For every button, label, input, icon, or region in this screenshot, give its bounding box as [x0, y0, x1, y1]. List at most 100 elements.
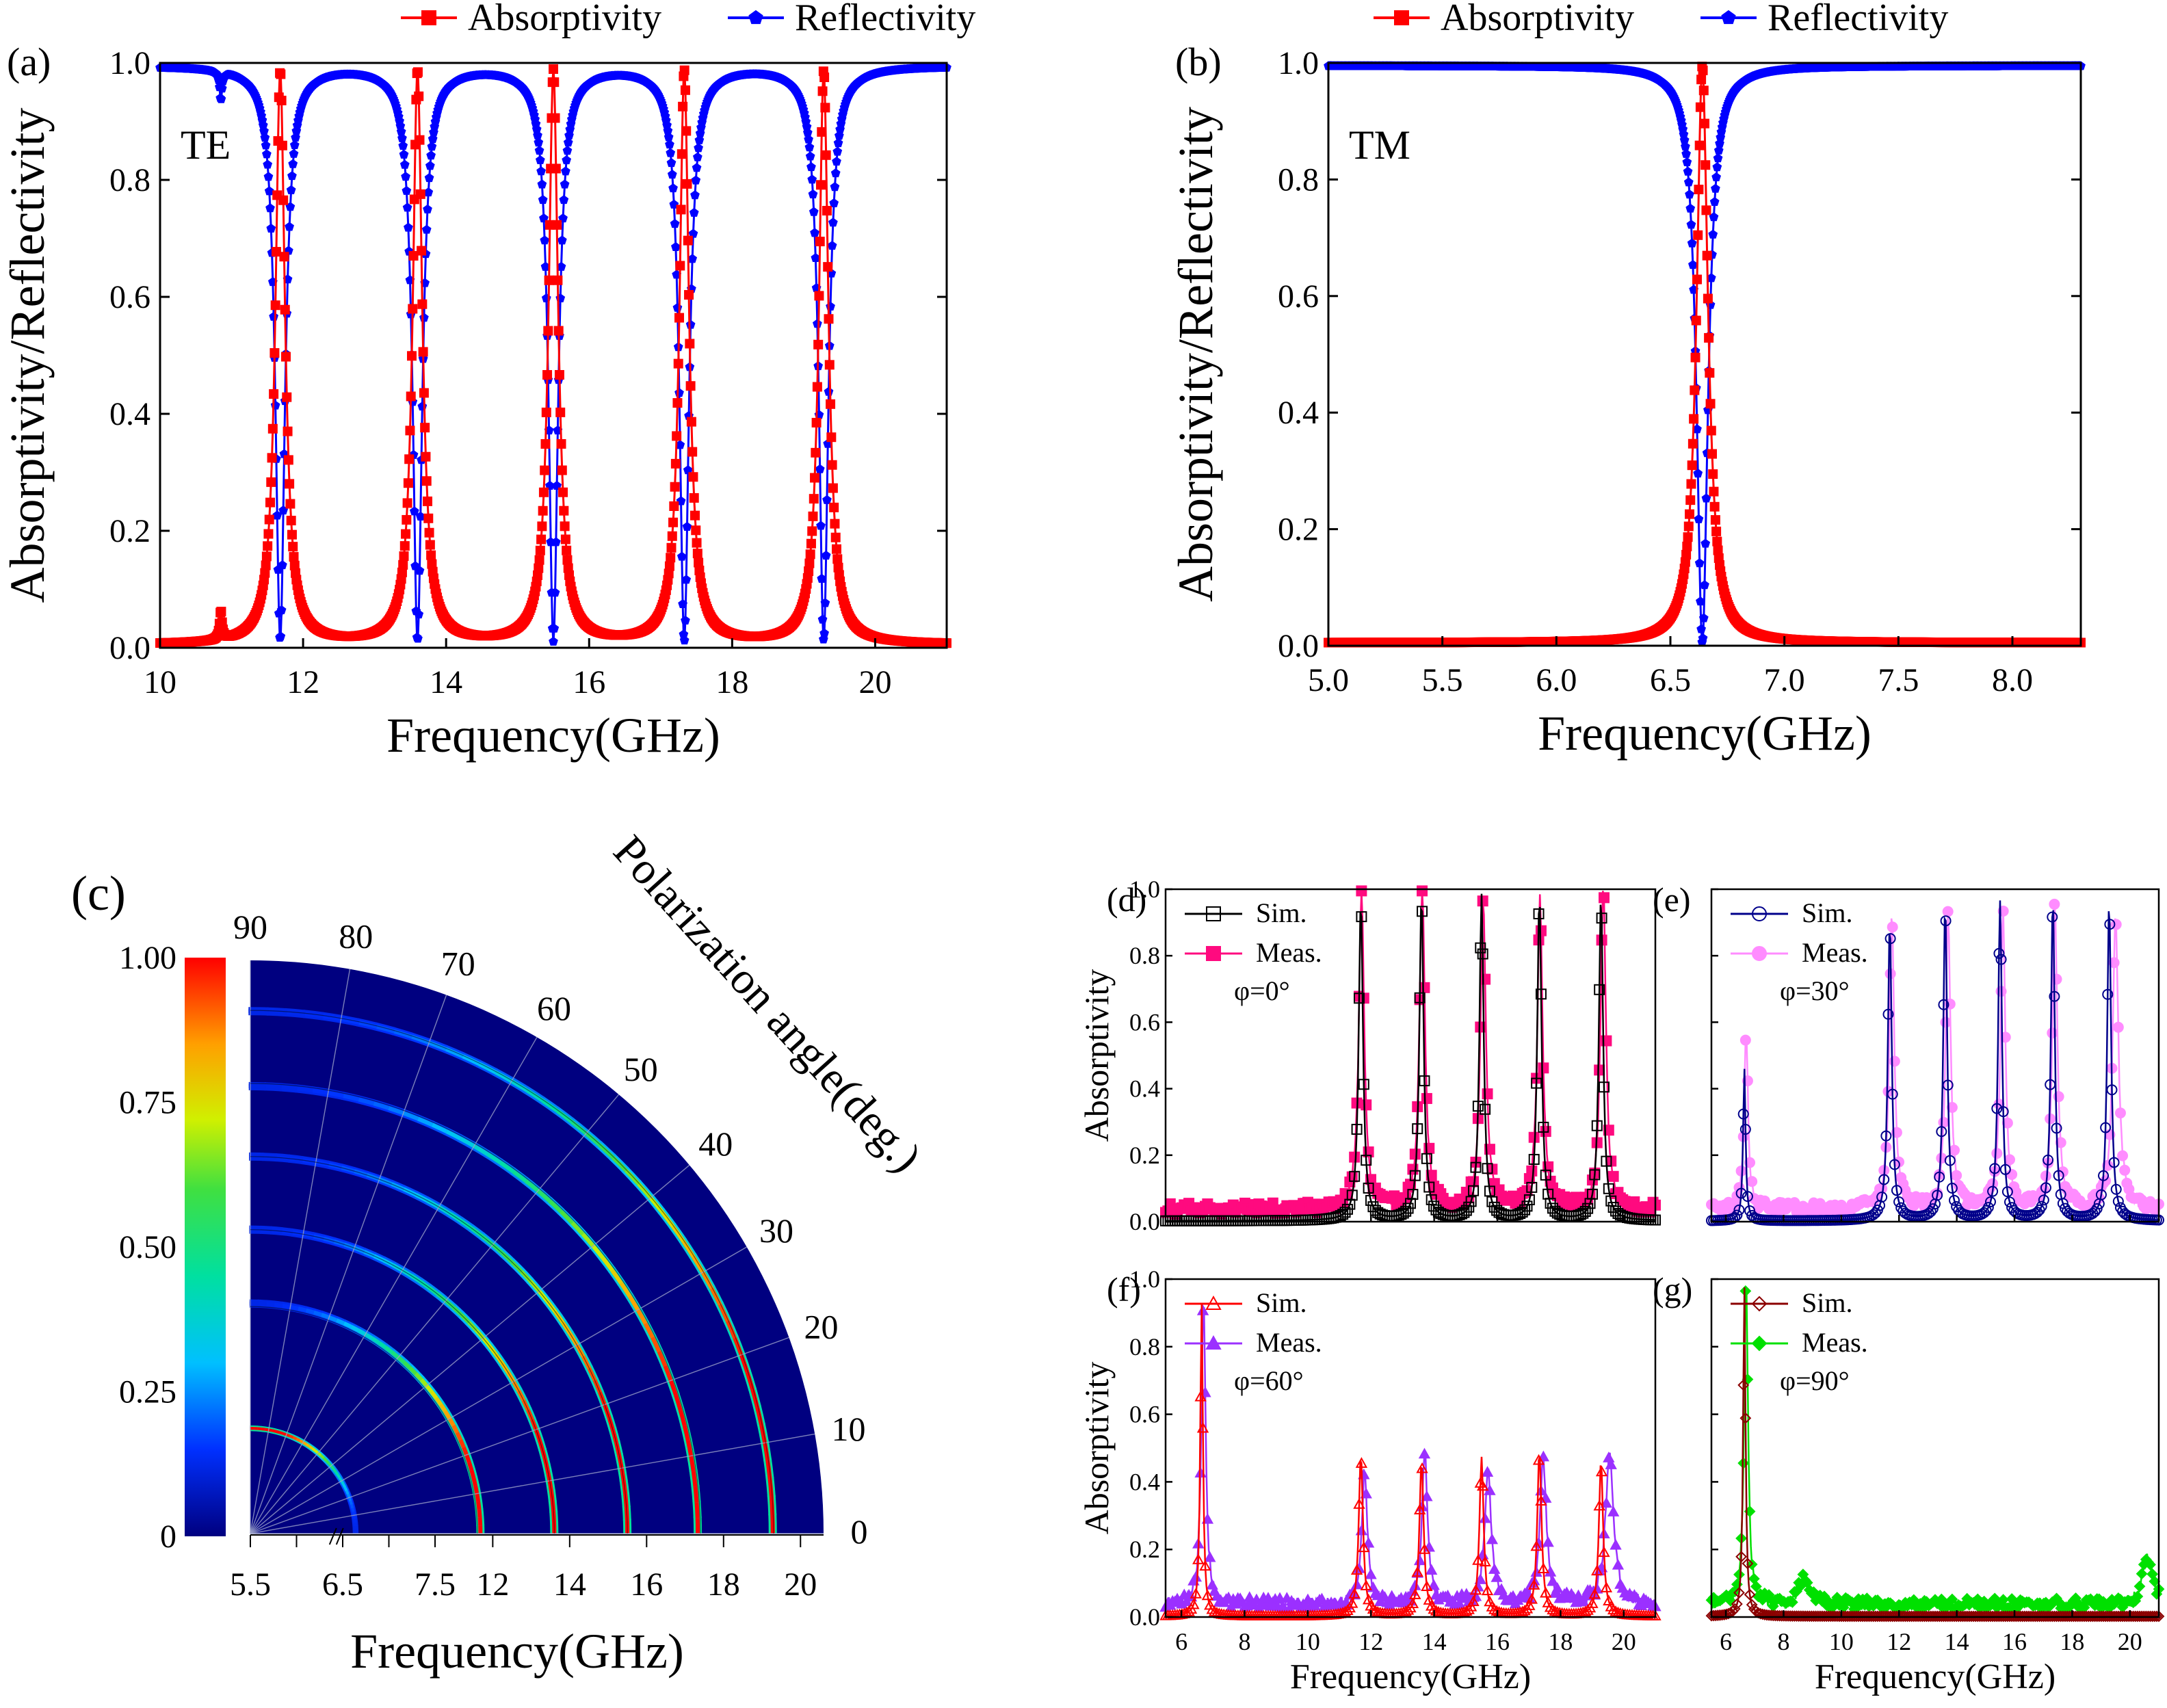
ring-segment — [261, 1427, 265, 1431]
absorptivity-marker — [271, 247, 281, 257]
meas-marker — [1598, 892, 1610, 904]
ring-segment — [308, 1445, 313, 1450]
absorptivity-marker — [401, 529, 411, 539]
reflectivity-marker — [1685, 203, 1696, 213]
reflectivity-marker — [278, 505, 289, 515]
reflectivity-marker — [674, 388, 684, 397]
meas-series — [1706, 898, 2164, 1220]
x-tick-label: 16 — [573, 664, 605, 700]
ring-segment — [296, 1437, 301, 1442]
reflectivity-marker — [276, 605, 287, 614]
absorptivity-marker — [538, 487, 549, 497]
reflectivity-marker — [557, 235, 567, 245]
absorptivity-marker — [426, 550, 436, 560]
meas-marker — [1739, 1034, 1751, 1046]
angle-tick-label: 50 — [624, 1050, 658, 1088]
absorptivity-marker — [270, 347, 280, 358]
absorptivity-marker — [276, 69, 286, 79]
reflectivity-marker — [559, 195, 569, 205]
absorptivity-marker — [832, 554, 843, 564]
radial-tick-label: 7.5 — [415, 1566, 456, 1603]
x-tick-label: 6.5 — [1650, 662, 1691, 698]
reflectivity-marker — [1711, 183, 1720, 193]
meas-marker — [1417, 885, 1428, 897]
reflectivity-marker — [561, 166, 570, 176]
reflectivity-marker — [815, 464, 825, 473]
legend-entry: Absorptivity — [1441, 0, 1634, 39]
absorptivity-marker — [1687, 438, 1698, 449]
reflectivity-marker — [289, 140, 300, 150]
meas-line — [1710, 904, 2160, 1217]
absorptivity-marker — [419, 388, 429, 398]
ring-segment — [350, 1503, 354, 1509]
ring-segment — [469, 1469, 476, 1479]
legend: Sim.Meas. — [1185, 897, 1322, 968]
reflectivity-marker — [276, 631, 286, 641]
absorptivity-marker — [420, 423, 430, 433]
reflectivity-marker — [425, 161, 435, 170]
y-axis-label: Absorptivity/Reflectivity — [1168, 107, 1223, 602]
ring-segment — [304, 1308, 315, 1315]
absorptivity-marker — [399, 541, 410, 551]
angle-tick-label: 90 — [233, 908, 267, 946]
reflectivity-marker — [671, 241, 681, 251]
absorptivity-marker — [406, 391, 416, 402]
ring-segment — [346, 1493, 351, 1499]
absorptivity-marker — [1705, 368, 1715, 378]
absorptivity-marker — [1685, 509, 1694, 519]
x-tick-label: 14 — [430, 664, 462, 700]
reflectivity-marker — [551, 537, 561, 547]
absorptivity-marker — [666, 553, 676, 563]
ring-segment — [273, 1302, 283, 1308]
absorptivity-marker — [673, 358, 683, 369]
legend-entry: Absorptivity — [468, 0, 661, 39]
absorptivity-marker — [1691, 315, 1701, 326]
reflectivity-marker — [833, 138, 843, 148]
absorptivity-marker — [398, 560, 408, 570]
absorptivity-marker — [672, 431, 682, 441]
meas-marker — [1607, 1170, 1619, 1182]
ring-segment — [280, 1085, 298, 1091]
meas-marker — [2051, 973, 2062, 985]
reflectivity-marker — [692, 152, 702, 161]
x-tick-label: 7.0 — [1764, 662, 1805, 698]
angle-label: φ=0° — [1234, 975, 1290, 1006]
absorptivity-marker — [289, 552, 299, 562]
reflectivity-marker — [1698, 633, 1708, 642]
reflectivity-marker — [816, 521, 826, 530]
absorptivity-marker — [806, 538, 816, 549]
reflectivity-marker — [291, 132, 300, 142]
absorptivity-marker — [553, 326, 564, 336]
absorptivity-marker — [1689, 414, 1699, 424]
meas-marker — [2114, 1107, 2126, 1119]
absorptivity-marker — [1685, 495, 1696, 505]
ring-segment — [282, 1432, 287, 1436]
reflectivity-marker — [1683, 166, 1693, 176]
reflectivity-marker — [1686, 220, 1696, 229]
reflectivity-marker — [1709, 212, 1719, 222]
radial-tick-label: 12 — [476, 1566, 509, 1603]
ring-segment — [319, 1312, 330, 1319]
reflectivity-marker — [817, 573, 827, 583]
absorptivity-marker — [552, 220, 562, 230]
y-tick-label: 0.8 — [1129, 942, 1160, 969]
absorptivity-marker — [682, 179, 692, 189]
reflectivity-marker — [549, 636, 558, 646]
reflectivity-marker — [562, 146, 573, 155]
ring-segment — [272, 1429, 276, 1433]
y-tick-label: 0.4 — [1129, 1075, 1160, 1103]
reflectivity-marker — [263, 172, 274, 181]
legend-marker — [421, 10, 436, 25]
reflectivity-marker — [1694, 558, 1705, 568]
colorbar-tick-label: 0.50 — [119, 1229, 176, 1265]
absorptivity-marker — [824, 360, 835, 370]
absorptivity-marker — [261, 551, 272, 562]
absorptivity-marker — [687, 447, 698, 457]
angle-tick-label: 80 — [339, 917, 373, 955]
meas-marker — [1887, 921, 1898, 933]
absorptivity-marker — [1690, 385, 1700, 395]
panel-e: (e) Sim.Meas.φ=30° — [1653, 880, 2164, 1226]
meas-marker — [1949, 1144, 1960, 1156]
panel-label: (c) — [71, 866, 126, 921]
absorptivity-marker — [670, 482, 680, 492]
